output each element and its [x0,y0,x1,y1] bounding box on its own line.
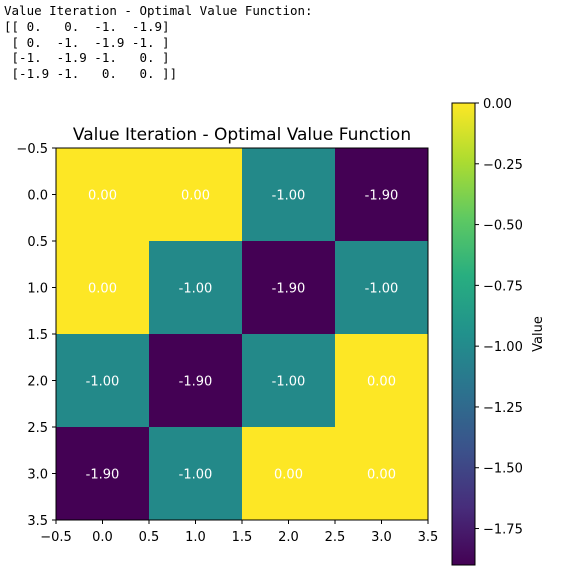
cell-value-label: 0.00 [274,468,303,483]
x-tick-label: 1.0 [185,530,206,545]
cell-value-label: -1.90 [179,375,213,390]
heatmap-cell [56,148,149,241]
heatmap-cell [335,427,428,520]
y-axis: −0.5 0.0 0.5 1.0 1.5 2.0 2.5 3.0 3.5 [16,142,56,529]
colorbar-tick-label: −1.75 [483,523,523,538]
cell-value-label: -1.00 [86,375,120,390]
colorbar-tick-label: −1.25 [483,401,523,416]
heatmap-cell [56,427,149,520]
cell-value-label: 0.00 [181,189,210,204]
cell-value-label: -1.90 [272,282,306,297]
heatmap-cell [149,241,242,334]
colorbar-tick-label: −0.25 [483,158,523,173]
x-axis: −0.5 0.0 0.5 1.0 1.5 2.0 2.5 3.0 3.5 [40,520,438,545]
console-header: Value Iteration - Optimal Value Function… [4,3,313,18]
colorbar-tick-label: −1.00 [483,340,523,355]
x-tick-label: −0.5 [40,530,72,545]
heatmap-cell [242,148,335,241]
cell-value-label: -1.00 [365,282,399,297]
colorbar-tick-label: −1.50 [483,462,523,477]
cell-value-label: 0.00 [88,189,117,204]
x-tick-label: 1.5 [232,530,253,545]
cell-value-label: -1.90 [86,468,120,483]
heatmap-cell [335,241,428,334]
heatmap-cell [56,334,149,427]
heatmap-cell [149,427,242,520]
colorbar-label: Value [531,316,546,352]
colorbar-axis: 0.00 −0.25 −0.50 −0.75 −1.00 −1.25 −1.50 −1.75 [475,97,523,538]
heatmap-cell [56,241,149,334]
console-row: [ 0. -1. -1.9 -1. ] [4,34,170,50]
heatmap-cell [335,148,428,241]
heatmap-cell [149,334,242,427]
console-row: [-1.9 -1. 0. 0. ]] [4,66,178,82]
heatmap-cell [242,241,335,334]
y-tick-label: 0.5 [27,235,48,250]
cell-value-label: 0.00 [88,282,117,297]
cell-value-label: -1.00 [179,282,213,297]
heatmap-cell [335,334,428,427]
y-tick-label: 1.0 [27,282,48,297]
cell-value-label: -1.00 [272,375,306,390]
x-tick-label: 3.5 [418,530,439,545]
cell-value-label: 0.00 [367,468,396,483]
console-row: [-1. -1.9 -1. 0. ] [4,50,170,66]
colorbar-tick-label: 0.00 [483,97,512,112]
y-tick-label: 3.0 [27,468,48,483]
cell-value-label: 0.00 [367,375,396,390]
heatmap-cell [242,427,335,520]
cell-value-label: -1.90 [365,189,399,204]
heatmap-cell [149,148,242,241]
chart-title: Value Iteration - Optimal Value Function [73,125,411,145]
x-tick-label: 3.0 [371,530,392,545]
cell-value-label: -1.00 [272,189,306,204]
console-output: Value Iteration - Optimal Value Function… [4,3,313,82]
y-tick-label: −0.5 [16,142,48,157]
cell-value-label: -1.00 [179,468,213,483]
y-tick-label: 2.5 [27,421,48,436]
x-tick-label: 2.5 [325,530,346,545]
heatmap-cell [242,334,335,427]
colorbar-tick-label: −0.75 [483,279,523,294]
x-tick-label: 0.5 [139,530,160,545]
heatmap-cell-labels: 0.00 0.00 -1.00 -1.90 0.00 -1.00 -1.90 -1.00 -1.… [86,189,399,483]
heatmap-cells [56,148,428,520]
colorbar [451,102,476,566]
y-tick-label: 2.0 [27,375,48,390]
colorbar-tick-label: −0.50 [483,219,523,234]
y-tick-label: 1.5 [27,328,48,343]
x-tick-label: 0.0 [92,530,113,545]
console-row: [[ 0. 0. -1. -1.9] [4,18,170,34]
x-tick-label: 2.0 [278,530,299,545]
y-tick-label: 3.5 [27,514,48,529]
y-tick-label: 0.0 [27,189,48,204]
